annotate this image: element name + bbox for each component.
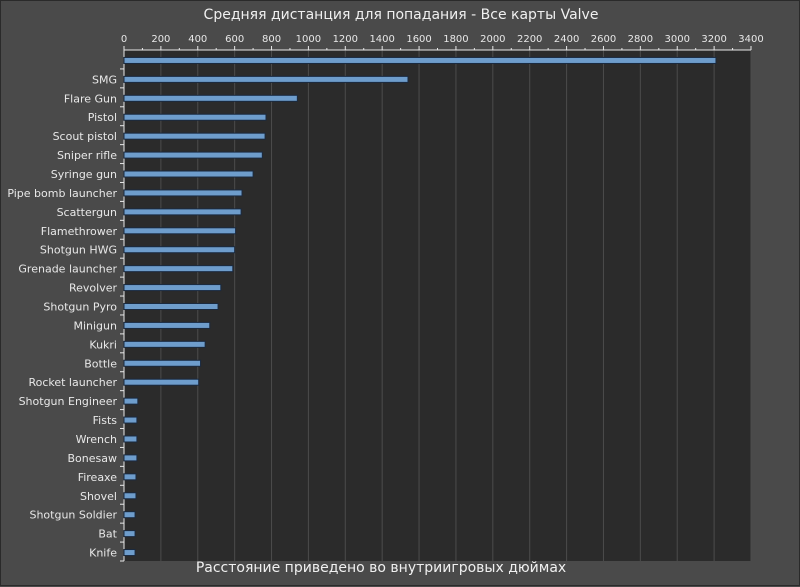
x-tick-label: 3400 — [738, 34, 763, 45]
chart-title: Средняя дистанция для попадания - Все ка… — [203, 7, 599, 23]
category-label: Bonesaw — [68, 452, 117, 465]
bar — [123, 94, 298, 102]
category-label: Flare Gun — [64, 92, 117, 105]
bar — [123, 189, 243, 197]
bar — [123, 530, 136, 538]
bar — [123, 246, 236, 254]
category-label: Flamethrower — [41, 225, 118, 238]
category-label: Scout pistol — [53, 130, 117, 143]
x-tick-label: 2200 — [517, 34, 542, 45]
category-label: Revolver — [69, 282, 117, 295]
bar — [123, 132, 266, 140]
bar — [123, 321, 211, 329]
x-tick-label: 3000 — [665, 34, 690, 45]
category-label: Fists — [93, 414, 118, 427]
category-label: Knife — [89, 547, 117, 560]
x-tick-label: 800 — [262, 34, 281, 45]
bar — [123, 340, 206, 348]
bar — [123, 284, 222, 292]
bar — [123, 435, 138, 443]
x-tick-label: 1800 — [443, 34, 468, 45]
x-tick-label: 2600 — [591, 34, 616, 45]
bar — [123, 170, 254, 178]
category-label: Shotgun Soldier — [29, 509, 117, 522]
x-tick-label: 200 — [151, 34, 170, 45]
x-tick-label: 2400 — [554, 34, 579, 45]
category-label: Scattergun — [57, 206, 117, 219]
category-label: Pipe bomb launcher — [7, 187, 117, 200]
category-label: Shotgun Engineer — [19, 395, 118, 408]
x-tick-label: 1600 — [406, 34, 431, 45]
x-tick-label: 1200 — [333, 34, 358, 45]
category-label: Shovel — [80, 490, 117, 503]
bar — [123, 359, 202, 367]
bar — [123, 56, 717, 64]
bar — [123, 473, 137, 481]
category-label: SMG — [92, 73, 117, 86]
category-label: Bottle — [84, 357, 117, 370]
x-tick-label: 2800 — [628, 34, 653, 45]
category-label: Shotgun HWG — [40, 244, 117, 257]
bar — [123, 492, 137, 500]
x-tick-label: 1400 — [369, 34, 394, 45]
bar — [123, 378, 200, 386]
x-tick-label: 3200 — [701, 34, 726, 45]
category-label: Fireaxe — [78, 471, 118, 484]
x-tick-label: 1000 — [296, 34, 321, 45]
category-label: Sniper rifle — [57, 149, 117, 162]
bar — [123, 303, 219, 310]
x-tick-label: 400 — [188, 34, 207, 45]
x-tick-label: 600 — [225, 34, 244, 45]
category-label: Rocket launcher — [28, 376, 117, 389]
x-axis-label: Расстояние приведено во внутриигровых дю… — [195, 560, 567, 576]
bar — [123, 227, 237, 235]
category-label: Kukri — [89, 338, 117, 351]
bar — [123, 113, 267, 121]
category-label: Grenade launcher — [18, 263, 117, 276]
bar — [123, 397, 139, 405]
category-label: Shotgun Pyro — [43, 301, 117, 314]
category-label: Minigun — [73, 319, 117, 332]
category-label: Bat — [98, 528, 117, 541]
x-tick-label: 0 — [121, 34, 127, 45]
bar — [123, 208, 242, 216]
bar — [123, 549, 136, 557]
bar — [123, 454, 138, 462]
category-label: Syringe gun — [51, 168, 117, 181]
bar — [123, 416, 138, 424]
bar — [123, 151, 263, 159]
category-label: Wrench — [76, 433, 117, 446]
bar — [123, 265, 234, 273]
bar — [123, 511, 136, 519]
bar — [123, 75, 409, 83]
category-label: Pistol — [88, 111, 117, 124]
x-tick-label: 2000 — [480, 34, 505, 45]
